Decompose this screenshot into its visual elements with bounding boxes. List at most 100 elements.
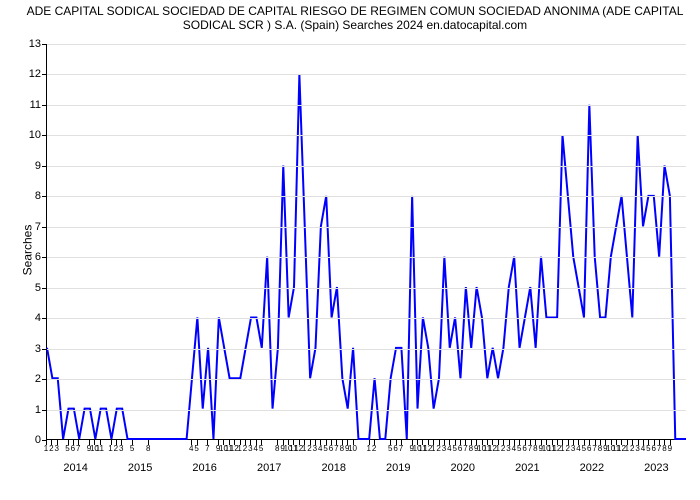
x-month-label: 7 — [592, 444, 596, 453]
gridline — [47, 227, 686, 228]
x-tick — [568, 440, 569, 445]
x-tick — [428, 440, 429, 445]
x-month-label: 8 — [469, 444, 473, 453]
gridline — [47, 44, 686, 45]
x-tick — [465, 440, 466, 445]
y-tick-label: 0 — [35, 434, 41, 446]
y-tick-label: 6 — [35, 251, 41, 263]
x-month-label: 1 — [496, 444, 500, 453]
x-tick — [449, 440, 450, 445]
x-tick — [509, 440, 510, 445]
y-tick-label: 2 — [35, 373, 41, 385]
x-tick — [664, 440, 665, 445]
x-month-label: 8 — [598, 444, 602, 453]
x-tick — [557, 440, 558, 445]
x-month-label: 5 — [646, 444, 650, 453]
x-tick — [197, 440, 198, 445]
x-month-label: 1 — [366, 444, 370, 453]
x-month-label: 3 — [571, 444, 575, 453]
x-month-label: 1 — [560, 444, 564, 453]
x-month-label: 7 — [205, 444, 209, 453]
y-tick — [42, 74, 47, 75]
x-month-label: 4 — [447, 444, 451, 453]
x-tick — [245, 440, 246, 445]
x-tick — [498, 440, 499, 445]
gridline — [47, 166, 686, 167]
x-month-label: 6 — [458, 444, 462, 453]
gridline — [47, 105, 686, 106]
x-month-label: 4 — [254, 444, 258, 453]
x-tick — [299, 440, 300, 445]
x-month-label: 7 — [528, 444, 532, 453]
x-month-label: 5 — [453, 444, 457, 453]
x-tick — [116, 440, 117, 445]
x-tick — [519, 440, 520, 445]
gridline — [47, 349, 686, 350]
x-tick — [78, 440, 79, 445]
x-month-label: 3 — [313, 444, 317, 453]
x-month-label: 2 — [436, 444, 440, 453]
x-tick — [514, 440, 515, 445]
x-month-label: 2 — [501, 444, 505, 453]
x-tick — [670, 440, 671, 445]
y-tick-label: 4 — [35, 312, 41, 324]
x-tick — [304, 440, 305, 445]
x-tick — [342, 440, 343, 445]
x-month-label: 1 — [302, 444, 306, 453]
x-tick — [73, 440, 74, 445]
x-tick — [471, 440, 472, 445]
x-tick — [68, 440, 69, 445]
gridline — [47, 379, 686, 380]
x-tick — [277, 440, 278, 445]
x-tick — [401, 440, 402, 445]
x-month-label: 2 — [307, 444, 311, 453]
x-tick — [353, 440, 354, 445]
x-month-label: 7 — [463, 444, 467, 453]
x-tick — [191, 440, 192, 445]
x-year-label: 2020 — [451, 462, 475, 474]
x-month-label: 5 — [130, 444, 134, 453]
x-month-label: 1 — [625, 444, 629, 453]
x-month-label: 1 — [237, 444, 241, 453]
x-tick — [57, 440, 58, 445]
x-tick — [132, 440, 133, 445]
x-tick — [530, 440, 531, 445]
x-month-label: 2 — [243, 444, 247, 453]
gridline — [47, 196, 686, 197]
x-tick — [111, 440, 112, 445]
x-month-label: 2 — [565, 444, 569, 453]
x-month-label: 7 — [76, 444, 80, 453]
x-tick — [648, 440, 649, 445]
gridline — [47, 410, 686, 411]
x-tick — [578, 440, 579, 445]
x-month-label: 3 — [55, 444, 59, 453]
x-year-label: 2022 — [580, 462, 604, 474]
y-tick — [42, 318, 47, 319]
x-month-label: 4 — [512, 444, 516, 453]
x-year-label: 2015 — [128, 462, 152, 474]
x-year-label: 2021 — [515, 462, 539, 474]
y-tick — [42, 196, 47, 197]
x-tick — [256, 440, 257, 445]
x-tick — [654, 440, 655, 445]
x-month-label: 4 — [576, 444, 580, 453]
x-month-label: 1 — [44, 444, 48, 453]
x-tick — [240, 440, 241, 445]
x-tick — [369, 440, 370, 445]
x-month-label: 9 — [668, 444, 672, 453]
x-month-label: 5 — [323, 444, 327, 453]
x-month-label: 2 — [372, 444, 376, 453]
x-month-label: 2 — [114, 444, 118, 453]
x-tick — [148, 440, 149, 445]
x-year-label: 2017 — [257, 462, 281, 474]
x-tick — [331, 440, 332, 445]
y-tick — [42, 379, 47, 380]
x-month-label: 4 — [641, 444, 645, 453]
x-tick — [390, 440, 391, 445]
x-tick — [396, 440, 397, 445]
x-tick — [336, 440, 337, 445]
x-month-label: 6 — [587, 444, 591, 453]
x-year-label: 2018 — [321, 462, 345, 474]
x-month-label: 5 — [388, 444, 392, 453]
x-tick — [439, 440, 440, 445]
